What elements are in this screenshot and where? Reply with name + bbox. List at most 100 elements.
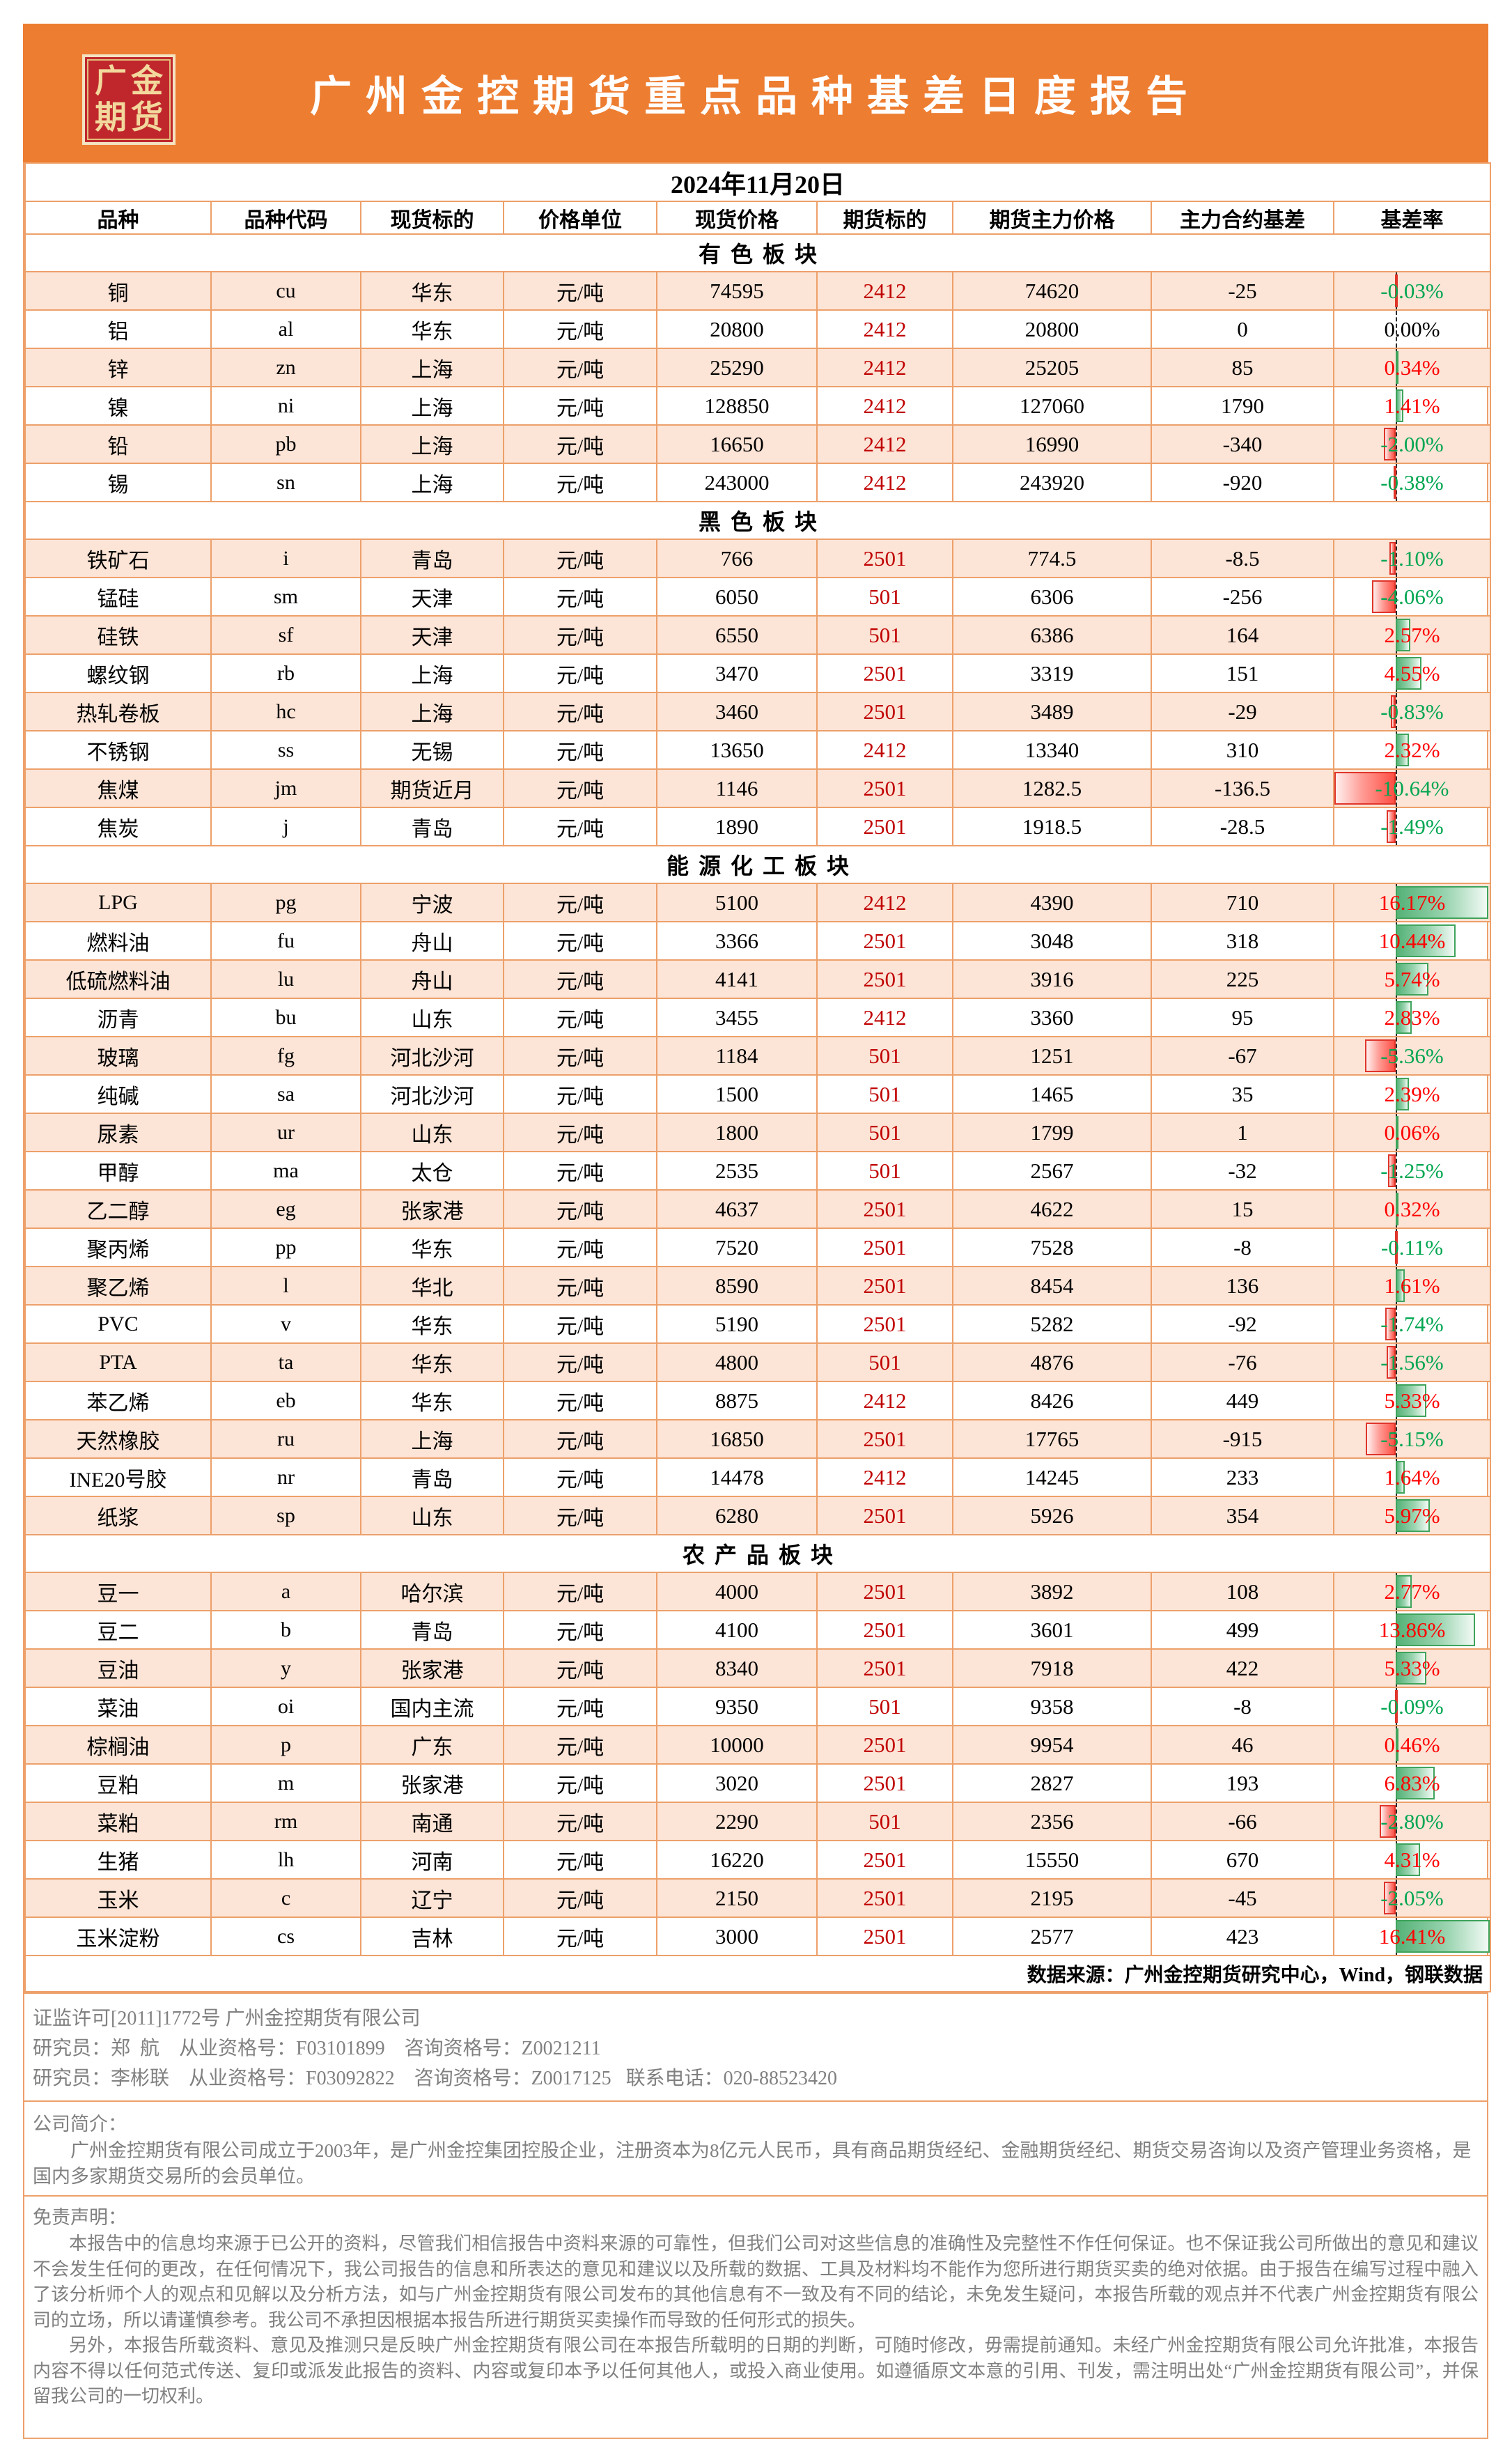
cell-code: l [210,1266,361,1306]
cell-spot-price: 8590 [656,1266,818,1306]
cell-basis-rate: 5.97% [1332,1496,1492,1535]
cell-basis-rate: 4.31% [1332,1840,1492,1880]
cell-unit: 元/吨 [503,1342,657,1382]
cell-code: sa [210,1074,361,1114]
cell-spot-target: 天津 [360,615,504,655]
cell-spot-price: 3020 [656,1763,818,1803]
cell-unit: 元/吨 [503,1074,657,1114]
basis-rate-wrap: -2.00% [1335,426,1489,462]
cell-basis-rate: 10.44% [1332,921,1492,961]
cell-code: rm [210,1802,361,1841]
basis-rate-axis [1395,694,1397,729]
cell-name: 尿素 [24,1113,212,1152]
cell-contract: 2412 [816,309,953,349]
cell-basis-rate: -1.25% [1332,1151,1492,1191]
cell-spot-target: 国内主流 [360,1687,504,1726]
basis-rate-value: 2.77% [1384,1579,1440,1604]
cell-basis-rate: 0.46% [1332,1725,1492,1765]
table-row-rm: 菜粕 rm 南通 元/吨 2290 501 2356 -66 -2.80% [24,1802,1492,1841]
basis-rate-wrap: 2.39% [1335,1076,1489,1112]
cell-code: eg [210,1189,361,1229]
basis-rate-wrap: -1.10% [1335,541,1489,576]
basis-rate-bar [1383,1882,1396,1914]
cell-spot-price: 4100 [656,1610,818,1650]
cell-basis: 499 [1151,1610,1334,1650]
registration-block: 证监许可[2011]1772号 广州金控期货有限公司 研究员：郑 航 从业资格号… [24,1992,1487,2100]
table-row-cs: 玉米淀粉 cs 吉林 元/吨 3000 2501 2577 423 16.41% [24,1917,1492,1956]
cell-unit: 元/吨 [503,1151,657,1191]
cell-code: ss [210,730,361,770]
cell-contract: 2501 [816,1228,953,1267]
cell-spot-target: 华东 [360,1228,504,1267]
table-row-sf: 硅铁 sf 天津 元/吨 6550 501 6386 164 2.57% [24,615,1492,655]
cell-basis-rate: 0.32% [1332,1189,1492,1229]
cell-name: 焦煤 [24,768,212,808]
basis-rate-wrap: -0.03% [1335,273,1489,309]
table-row-oi: 菜油 oi 国内主流 元/吨 9350 501 9358 -8 -0.09% [24,1687,1492,1726]
cell-basis-rate: 2.39% [1332,1074,1492,1114]
cell-basis-rate: -0.11% [1332,1228,1492,1267]
report-body: 2024年11月20日 品种 品种代码 现货标的 价格单位 现货价格 期货标的 期货主力价格… [23,162,1492,2439]
cell-basis: -92 [1151,1304,1334,1344]
cell-basis: 1 [1151,1113,1334,1152]
basis-rate-bar [1395,1193,1398,1225]
cell-contract: 501 [816,1113,953,1152]
basis-rate-bar [1387,810,1396,843]
cell-code: zn [210,348,361,387]
basis-rate-bar [1395,1767,1435,1799]
cell-futures-price: 8454 [952,1266,1152,1306]
cell-contract: 2501 [816,653,953,693]
section-title: 能源化工板块 [24,845,1492,884]
cell-code: sf [210,615,361,655]
basis-rate-bar [1386,1346,1396,1379]
cell-basis: -25 [1151,271,1334,311]
basis-rate-value: 5.74% [1384,966,1440,991]
basis-rate-value: -2.05% [1380,1885,1444,1910]
cell-name: 乙二醇 [24,1189,212,1229]
cell-basis-rate: -1.10% [1332,539,1492,578]
basis-rate-bar [1395,657,1422,690]
cell-unit: 元/吨 [503,692,657,731]
section-header-row: 有色板块 [24,233,1492,272]
cell-code: lh [210,1840,361,1880]
cell-code: a [210,1572,361,1611]
cell-basis: -8.5 [1151,539,1334,578]
basis-rate-axis [1395,1153,1397,1188]
cell-unit: 元/吨 [503,1725,657,1765]
cell-spot-target: 舟山 [360,959,504,999]
logo-line-2: 期货 [95,100,167,135]
cell-spot-price: 2535 [656,1151,818,1191]
basis-rate-wrap: 4.55% [1335,656,1489,691]
column-header-7: 主力合约基差 [1151,201,1334,235]
column-header-1: 品种代码 [210,201,361,235]
cell-futures-price: 3601 [952,1610,1152,1650]
basis-rate-bar [1384,428,1396,460]
report-title: 广州金控期货重点品种基差日度报告 [310,74,1201,120]
cell-contract: 501 [816,1036,953,1076]
cell-futures-price: 16990 [952,424,1152,464]
section-title: 黑色板块 [24,501,1492,540]
basis-rate-wrap: 5.74% [1335,961,1489,997]
cell-name: 豆粕 [24,1763,212,1803]
cell-code: cu [210,271,361,311]
cell-basis-rate: 1.41% [1332,386,1492,426]
basis-rate-value: -0.09% [1380,1694,1444,1719]
basis-rate-wrap: -5.15% [1335,1421,1489,1457]
basis-rate-bar [1393,466,1396,499]
cell-code: bu [210,998,361,1037]
cell-basis: 670 [1151,1840,1334,1880]
cell-spot-target: 哈尔滨 [360,1572,504,1611]
cell-name: 苯乙烯 [24,1381,212,1420]
table-row-pb: 铅 pb 上海 元/吨 16650 2412 16990 -340 -2.00% [24,424,1492,464]
table-row-ss: 不锈钢 ss 无锡 元/吨 13650 2412 13340 310 2.32% [24,730,1492,770]
cell-code: fg [210,1036,361,1076]
cell-spot-price: 3460 [656,692,818,731]
cell-code: hc [210,692,361,731]
cell-contract: 2501 [816,1304,953,1344]
cell-contract: 2501 [816,692,953,731]
basis-rate-bar [1394,1690,1398,1723]
cell-basis: 151 [1151,653,1334,693]
cell-spot-target: 华东 [360,309,504,349]
cell-basis: -920 [1151,463,1334,502]
cell-basis-rate: -0.38% [1332,463,1492,502]
